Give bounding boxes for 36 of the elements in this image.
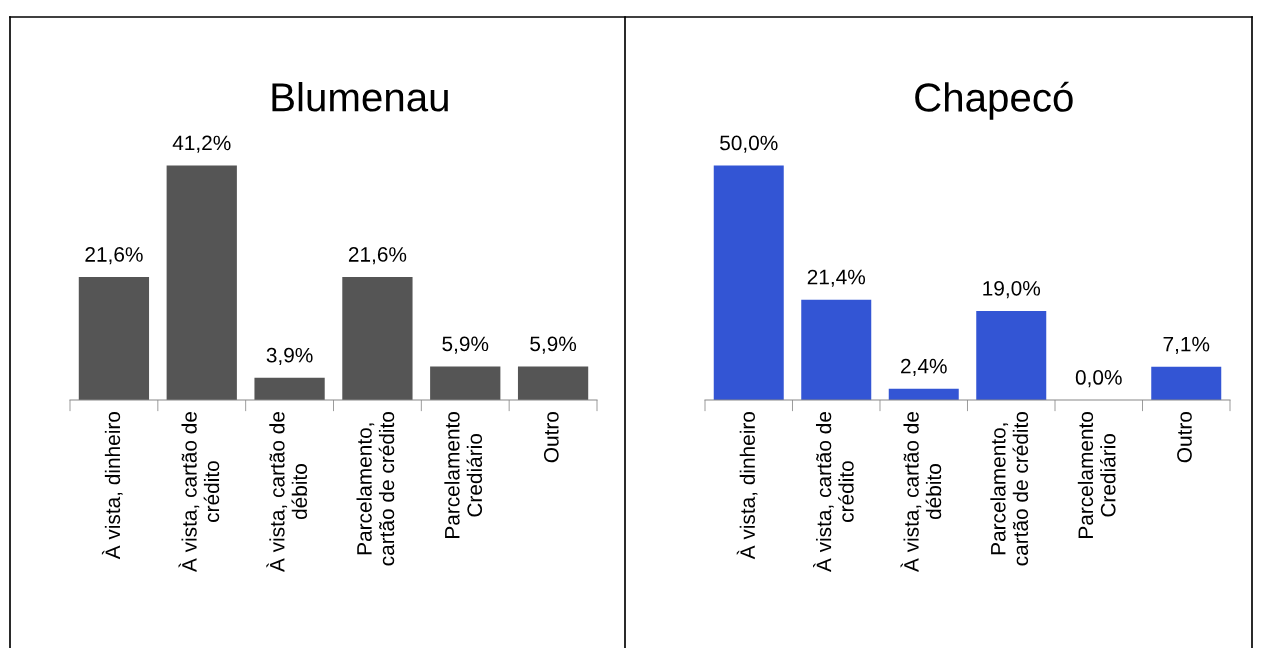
- chart-title: Blumenau: [272, 82, 448, 112]
- x-tick-label: À vista, dinheiro: [101, 411, 123, 560]
- bar: [166, 165, 237, 400]
- data-label: 7,1%: [1163, 336, 1210, 354]
- chart-title: Chapecó: [915, 81, 1073, 120]
- data-label: 21,6%: [85, 247, 143, 265]
- bar: [342, 277, 413, 400]
- bar: [801, 299, 872, 400]
- data-label: 21,6%: [348, 247, 407, 265]
- x-tick-label: À vista, cartão de débito: [266, 412, 308, 573]
- data-label: 41,2%: [172, 135, 231, 153]
- x-tick-label: À vista, cartão de crédito: [813, 412, 854, 573]
- bar: [517, 366, 589, 400]
- data-label: 2,4%: [901, 358, 947, 376]
- x-tick-label: Outro: [1177, 411, 1192, 463]
- bar: [430, 366, 501, 400]
- bar: [713, 165, 784, 400]
- data-label: 0,0%: [1075, 370, 1122, 388]
- x-tick-label: À vista, cartão de crédito: [178, 412, 220, 573]
- x-tick-label: Parcelamento, cartão de crédito: [990, 411, 1029, 566]
- bar: [976, 310, 1047, 400]
- bar: [78, 277, 150, 400]
- x-tick-label: Outro: [543, 411, 559, 463]
- data-label: 5,9%: [442, 336, 489, 354]
- x-tick-label: Parcelamento, cartão de crédito: [356, 411, 395, 566]
- data-label: 19,0%: [983, 280, 1041, 299]
- data-label: 50,0%: [720, 135, 778, 153]
- bar: [254, 377, 325, 400]
- data-label: 5,9%: [530, 336, 577, 354]
- x-tick-label: À vista, dinheiro: [736, 411, 758, 560]
- bar: [1151, 366, 1222, 400]
- x-tick-label: Parcelamento Crediário: [1077, 411, 1116, 538]
- data-label: 3,9%: [266, 347, 313, 366]
- data-label: 21,4%: [807, 269, 866, 287]
- x-tick-label: Parcelamento Crediário: [444, 411, 483, 538]
- x-tick-label: À vista, cartão de débito: [900, 412, 942, 573]
